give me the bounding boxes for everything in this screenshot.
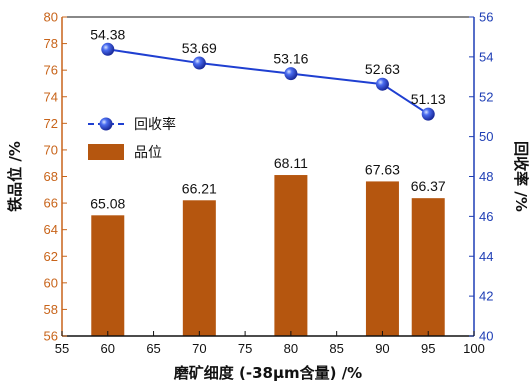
x-tick-label: 85 (329, 341, 343, 356)
left-tick-label: 58 (44, 302, 58, 317)
bar-label-60: 65.08 (90, 195, 125, 211)
bar-60 (91, 215, 125, 336)
legend-bar-swatch (88, 144, 124, 160)
recovery-label-60: 54.38 (90, 26, 125, 42)
legend-label-grade: 品位 (134, 145, 162, 161)
left-axis-title: 铁品位 /% (6, 141, 24, 212)
right-axis-title: 回收率 /% (512, 141, 530, 212)
legend-marker-swatch (99, 117, 113, 131)
recovery-point-90 (375, 77, 389, 91)
x-tick-label: 55 (55, 341, 69, 356)
left-tick-label: 68 (44, 169, 58, 184)
line-layer (101, 42, 435, 121)
x-axis-title: 磨矿细度 (-38μm含量) /% (173, 364, 362, 382)
bar-label-70: 66.21 (182, 180, 217, 196)
line-labels-layer: 54.38 53.69 53.16 52.63 51.13 (90, 26, 446, 107)
right-tick-label: 52 (479, 89, 493, 104)
left-tick-label: 76 (44, 63, 58, 78)
left-tick-label: 80 (44, 10, 58, 25)
left-tick-label: 74 (44, 89, 58, 104)
legend-label-recovery: 回收率 (134, 116, 176, 133)
right-tick-label: 46 (479, 209, 493, 224)
left-tick-label: 56 (44, 329, 58, 344)
left-tick-label: 60 (44, 275, 58, 290)
recovery-point-95 (421, 107, 435, 121)
left-tick-label: 72 (44, 116, 58, 131)
left-tick-label: 70 (44, 142, 58, 157)
recovery-point-80 (284, 67, 298, 81)
right-tick-label: 50 (479, 129, 493, 144)
left-tick-label: 64 (44, 222, 58, 237)
x-tick-label: 70 (192, 341, 206, 356)
recovery-label-90: 52.63 (365, 61, 400, 77)
right-tick-label: 42 (479, 289, 493, 304)
bars-layer (91, 175, 445, 336)
bar-label-95: 66.37 (411, 178, 446, 194)
recovery-label-95: 51.13 (411, 91, 446, 107)
right-tick-label: 44 (479, 249, 493, 264)
x-tick-label: 80 (284, 341, 298, 356)
right-tick-label: 56 (479, 10, 493, 25)
right-tick-label: 40 (479, 329, 493, 344)
bar-95 (411, 198, 445, 336)
x-tick-label: 95 (421, 341, 435, 356)
x-tick-label: 75 (238, 341, 252, 356)
recovery-point-70 (192, 56, 206, 70)
left-tick-label: 66 (44, 196, 58, 211)
recovery-point-60 (101, 42, 115, 56)
left-tick-label: 78 (44, 36, 58, 51)
bar-labels-layer: 65.08 66.21 68.11 67.63 66.37 (90, 155, 446, 211)
bar-90 (365, 181, 399, 336)
axes-layer: 56 58 60 62 64 66 68 70 72 74 76 78 80 40 42 44 46 48 50 52… (6, 10, 530, 383)
x-tick-label: 100 (463, 341, 485, 356)
right-tick-label: 48 (479, 169, 493, 184)
right-tick-label: 54 (479, 49, 493, 64)
left-tick-label: 62 (44, 249, 58, 264)
bar-label-80: 68.11 (274, 155, 308, 171)
bar-80 (274, 175, 308, 336)
recovery-label-80: 53.16 (273, 51, 308, 67)
x-tick-label: 90 (375, 341, 389, 356)
bar-label-90: 67.63 (365, 161, 400, 177)
x-tick-label: 65 (146, 341, 160, 356)
x-tick-label: 60 (101, 341, 115, 356)
bar-70 (182, 200, 216, 336)
recovery-label-70: 53.69 (182, 40, 217, 56)
